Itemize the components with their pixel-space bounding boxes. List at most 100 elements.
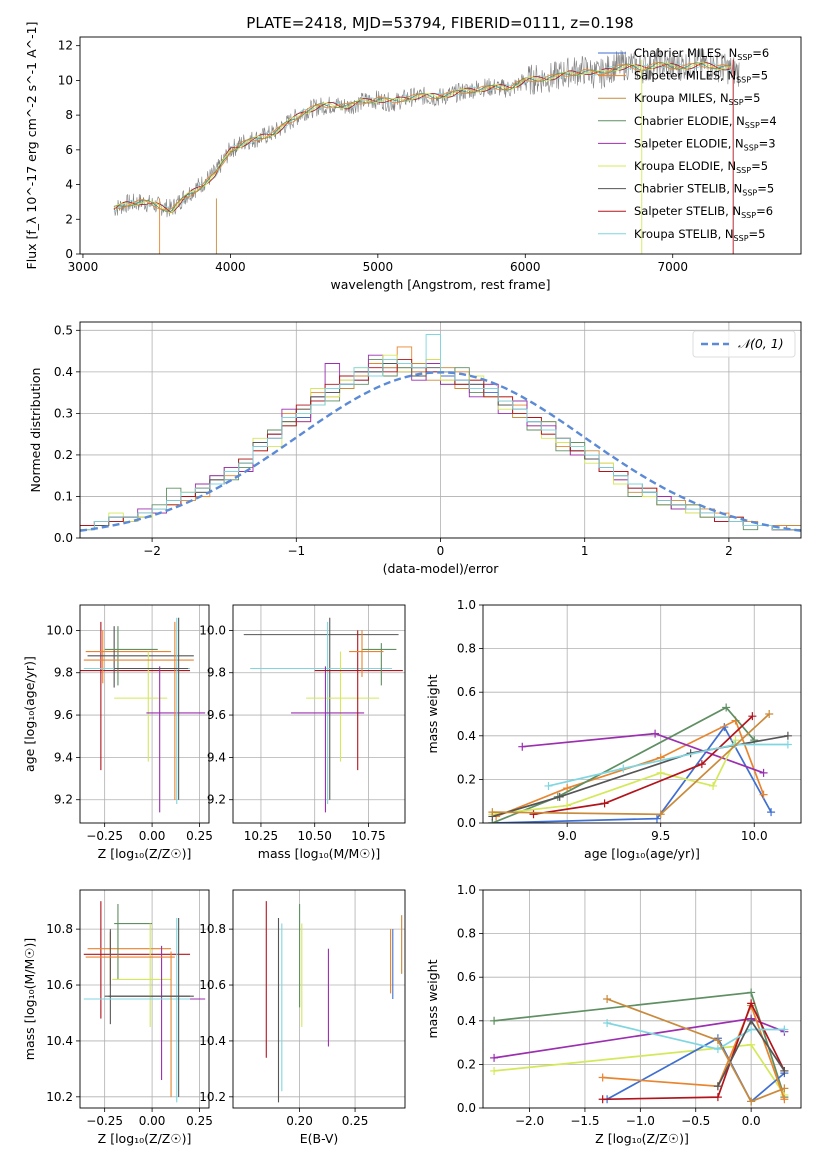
weight-line (492, 713, 770, 816)
y-tick-label: 2 (65, 212, 73, 226)
plot-weight-vs-age: 9.0 9.5 10.0 0.0 0.2 0.4 0.6 0.8 1.0 age [log₁₀(a… (425, 598, 802, 861)
y-tick-label: 9.4 (207, 750, 226, 764)
y-tick-label: 8 (65, 108, 73, 122)
y-tick-label: 10.4 (199, 1034, 226, 1048)
x-tick-label: −1 (287, 544, 305, 558)
weight-line (602, 1001, 786, 1101)
plot-area-residuals (80, 322, 801, 538)
weight-marker (603, 1018, 612, 1027)
plot-weight-vs-Z: −2.0 −1.5 −1.0 −0.5 0.0 0.0 0.2 0.4 0.6 0.8 1.0 Z [… (425, 883, 802, 1146)
plot-area-weight-vs-Z (483, 890, 801, 1108)
legend-label-sub: SSP (741, 211, 756, 220)
weight-line (492, 734, 789, 818)
figure-title: PLATE=2418, MJD=53794, FIBERID=0111, z=0… (246, 14, 633, 32)
legend-label-sub: SSP (734, 234, 749, 243)
legend-label-tail: =6 (756, 204, 773, 218)
legend-label: Kroupa MILES, NSSP=5 (634, 91, 760, 107)
x-tick-label: −2.0 (515, 1114, 544, 1128)
x-axis-label: Z [log₁₀(Z/Z☉)] (98, 1131, 192, 1146)
weight-line (548, 743, 788, 787)
legend-label-sub: SSP (742, 189, 757, 198)
axes-frame (482, 604, 802, 824)
legend-label-main: Salpeter STELIB, N (634, 204, 741, 218)
y-tick-label: 9.2 (207, 793, 226, 807)
weight-marker (598, 1073, 607, 1082)
plot-spectrum: 3000 4000 5000 6000 7000 0 2 4 6 8 10 12 wavelength … (24, 22, 802, 292)
weight-marker (747, 1016, 756, 1025)
y-tick-label: 0.1 (54, 489, 73, 503)
x-axis-label: mass [log₁₀(M/M☉)] (258, 846, 380, 861)
axes-frame (232, 604, 406, 824)
weight-marker (780, 1084, 789, 1093)
weight-marker (747, 988, 756, 997)
axes-frame (79, 36, 802, 255)
x-tick-label: 10.25 (244, 829, 278, 843)
weight-marker (783, 731, 792, 740)
plot-residuals: −2 −1 0 1 2 0.0 0.1 0.2 0.3 0.4 0.5 (data-model)/er… (28, 321, 802, 576)
legend-label: Kroupa ELODIE, NSSP=5 (634, 159, 768, 175)
y-tick-label: 9.2 (54, 793, 73, 807)
y-tick-label: 0.4 (457, 1014, 476, 1028)
weight-line (533, 715, 753, 816)
weight-marker (490, 1053, 499, 1062)
x-tick-label: 0.0 (742, 1114, 761, 1128)
weight-marker (747, 1040, 756, 1049)
x-tick-label: 1 (581, 544, 589, 558)
y-axis-label: Flux [f_λ 10^-17 erg cm^-2 s^-1 A^-1] (24, 22, 39, 270)
legend-label-tail: =3 (759, 136, 776, 150)
weight-marker (490, 1016, 499, 1025)
legend-label-main: Salpeter MILES, N (634, 69, 736, 83)
y-axis-label: mass [log₁₀(M/M☉)] (22, 938, 37, 1060)
plot-mass-vs-Z: −0.25 0.00 0.25 10.2 10.4 10.6 10.8 Z [log₁₀(Z/… (22, 889, 213, 1146)
weight-marker (748, 712, 757, 721)
weight-marker (780, 1025, 789, 1034)
x-tick-label: 0.00 (139, 829, 166, 843)
y-tick-label: 10.8 (46, 922, 73, 936)
weight-marker (750, 736, 759, 745)
x-tick-label: 0.25 (186, 829, 213, 843)
weight-line (493, 1017, 785, 1059)
legend-label-sub: SSP (744, 143, 759, 152)
model-spectrum-line (113, 62, 731, 212)
y-tick-label: 0.3 (54, 406, 73, 420)
weight-marker (722, 703, 731, 712)
weight-marker (713, 1093, 722, 1102)
plot-area-age-vs-Z (80, 605, 209, 823)
x-tick-label: 10.0 (741, 829, 768, 843)
x-axis-label: E(B-V) (300, 1131, 339, 1146)
x-tick-label: 4000 (215, 260, 246, 274)
x-axis-label: (data-model)/error (383, 561, 500, 576)
y-axis-label: age [log₁₀(age/yr)] (22, 656, 37, 772)
axes-frame (482, 889, 802, 1109)
legend-label-tail: =5 (757, 182, 774, 196)
weight-line (494, 1043, 786, 1096)
y-tick-label: 0.5 (54, 323, 73, 337)
legend-label-sub: SSP (737, 53, 752, 62)
legend-label-main: Chabrier MILES, N (634, 46, 737, 60)
weight-marker (598, 1095, 607, 1104)
weight-marker (529, 810, 538, 819)
x-tick-label: 5000 (363, 260, 394, 274)
y-tick-label: 10.2 (46, 1090, 73, 1104)
legend-label: Salpeter MILES, NSSP=5 (634, 69, 768, 85)
legend-label: Salpeter STELIB, NSSP=6 (634, 204, 773, 220)
weight-marker (652, 814, 661, 823)
y-tick-label: 0.2 (457, 772, 476, 786)
axes-frame (79, 889, 210, 1109)
x-tick-label: −2 (143, 544, 161, 558)
x-tick-label: 10.50 (298, 829, 332, 843)
y-axis-label: mass weight (425, 959, 440, 1038)
x-tick-label: 0.00 (139, 1114, 166, 1128)
legend-label-tail: =5 (751, 69, 768, 83)
weight-line (606, 998, 785, 1103)
weight-marker (783, 740, 792, 749)
weight-marker (767, 808, 776, 817)
y-tick-label: 1.0 (457, 883, 476, 897)
legend-label-main: Kroupa ELODIE, N (634, 159, 736, 173)
weight-marker (619, 764, 628, 773)
plot-area-mass-vs-Z (80, 890, 209, 1108)
y-tick-label: 0.8 (457, 927, 476, 941)
weight-marker (759, 768, 768, 777)
y-tick-label: 0.0 (457, 1101, 476, 1115)
plots-layer: 3000 4000 5000 6000 7000024681012wavelength … (22, 22, 802, 1146)
